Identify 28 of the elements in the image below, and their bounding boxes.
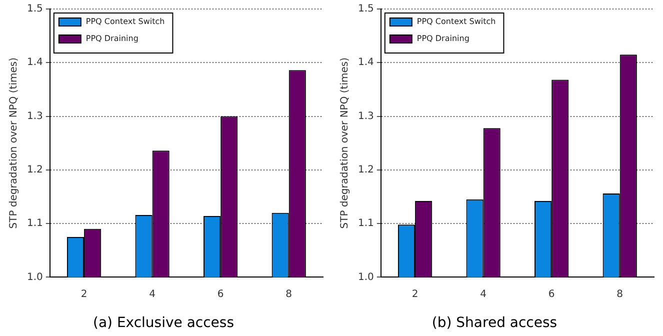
legend-label: PPQ Context Switch bbox=[416, 17, 496, 26]
x-tick-label: 8 bbox=[286, 288, 292, 300]
x-tick-label: 4 bbox=[480, 288, 486, 300]
y-tick-label: 1.3 bbox=[358, 110, 374, 122]
x-tick-label: 2 bbox=[412, 288, 418, 300]
x-tick-label: 6 bbox=[217, 288, 224, 300]
y-axis-title: STP degradation over NPQ (times) bbox=[8, 57, 20, 229]
y-tick-label: 1.3 bbox=[26, 110, 43, 122]
x-tick-label: 4 bbox=[149, 288, 156, 300]
legend-label: PPQ Context Switch bbox=[86, 17, 165, 26]
text: (a) Exclusive access bbox=[92, 315, 234, 332]
y-tick-label: 1.4 bbox=[358, 57, 374, 68]
y-tick-label: 1.0 bbox=[26, 272, 43, 283]
y-tick-label: 1.5 bbox=[26, 4, 43, 15]
x-tick-label: 2 bbox=[80, 288, 88, 300]
y-tick-label: 1.2 bbox=[358, 164, 374, 176]
x-tick-label: 6 bbox=[548, 288, 555, 300]
legend-label: PPQ Draining bbox=[416, 34, 470, 44]
text: (b) Shared access bbox=[432, 315, 558, 332]
y-tick-label: 1.0 bbox=[358, 272, 374, 283]
y-axis-title: STP degradation over NPQ (times) bbox=[340, 57, 351, 229]
y-tick-label: 1.1 bbox=[358, 218, 374, 230]
y-tick-label: 1.1 bbox=[26, 218, 43, 230]
y-tick-label: 1.5 bbox=[358, 4, 374, 15]
y-tick-label: 1.2 bbox=[26, 164, 43, 176]
y-tick-label: 1.4 bbox=[26, 57, 43, 68]
x-tick-label: 8 bbox=[616, 288, 624, 300]
legend-label: PPQ Draining bbox=[86, 34, 138, 44]
